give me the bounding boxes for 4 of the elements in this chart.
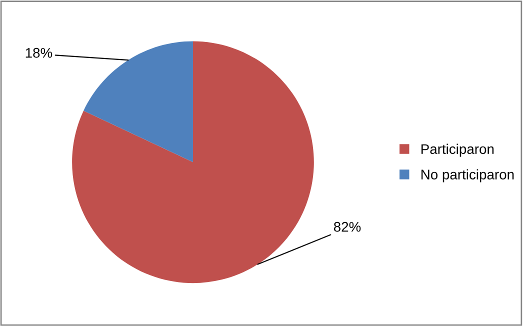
- data-label: 82%: [334, 222, 361, 232]
- legend-label: Participaron: [421, 144, 494, 157]
- legend-label: No participaron: [421, 169, 514, 182]
- data-label: 18%: [26, 48, 52, 58]
